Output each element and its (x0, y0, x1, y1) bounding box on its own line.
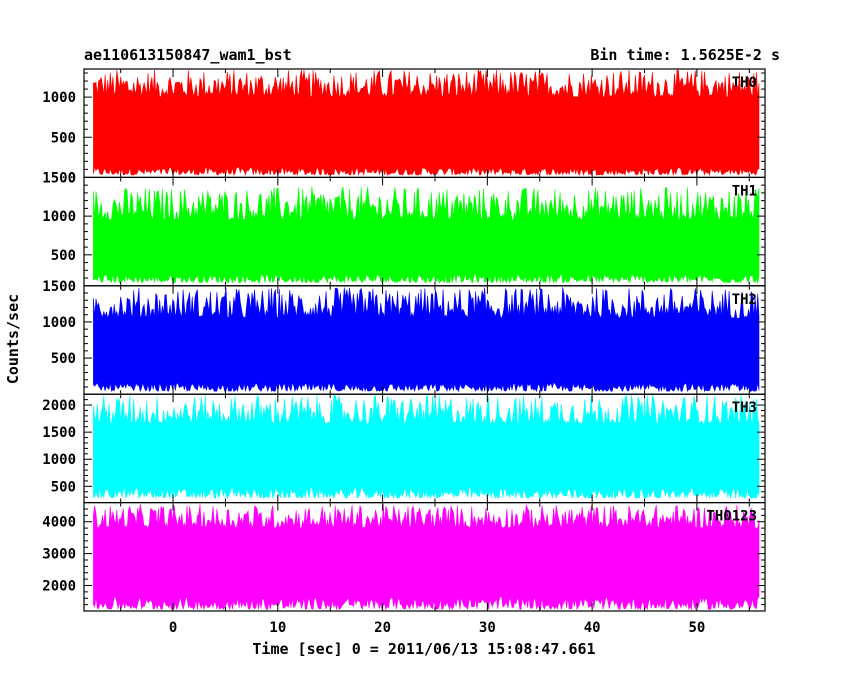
y-tick-label: 2000 (42, 578, 76, 594)
panel-th1: 500 1000 1500 TH1 (42, 170, 766, 287)
y-tick-label: 2000 (42, 398, 76, 414)
y-tick-label: 3000 (42, 547, 76, 563)
series-th0-trace (93, 68, 760, 177)
x-tick-label: 30 (479, 620, 496, 636)
y-tick-label: 4000 (42, 515, 76, 531)
x-tick-label: 0 (169, 620, 177, 636)
y-tick-label: 1000 (42, 90, 76, 106)
x-tick-label: 20 (374, 620, 391, 636)
series-label-th0123: TH0123 (706, 509, 757, 525)
series-label-th3: TH3 (732, 400, 757, 416)
panels-group: 05001000TH050010001500TH150010001500TH25… (42, 68, 766, 612)
y-tick-label: 0 (68, 170, 76, 186)
chart-title-left: ae110613150847_wam1_bst (84, 46, 292, 64)
x-axis: 0 10 20 30 40 50 (169, 620, 705, 636)
panel-th0123: 2000 3000 4000 TH0123 (42, 502, 766, 612)
y-tick-label: 500 (51, 130, 76, 146)
x-axis-label: Time [sec] 0 = 2011/06/13 15:08:47.661 (252, 640, 595, 658)
series-th3-trace (93, 394, 760, 500)
series-label-th0: TH0 (732, 75, 757, 91)
panel-th0: 0 500 1000 TH0 (42, 68, 766, 186)
y-tick-label: 1000 (42, 315, 76, 331)
chart-title-right: Bin time: 1.5625E-2 s (590, 46, 780, 64)
panel-th2: 500 1000 1500 TH2 (42, 279, 766, 395)
y-tick-label: 1000 (42, 209, 76, 225)
y-tick-label: 500 (51, 248, 76, 264)
series-th0123-trace (93, 504, 760, 611)
series-label-th2: TH2 (732, 292, 757, 308)
y-tick-label: 1000 (42, 452, 76, 468)
y-axis-label: Counts/sec (4, 294, 22, 384)
y-tick-label: 500 (51, 479, 76, 495)
panel-frame (83, 502, 766, 612)
series-label-th1: TH1 (732, 183, 757, 199)
y-tick-label: 1500 (42, 279, 76, 295)
y-tick-label: 1500 (42, 170, 76, 186)
y-tick-label: 500 (51, 351, 76, 367)
x-tick-label: 50 (688, 620, 705, 636)
x-tick-label: 10 (269, 620, 286, 636)
series-th2-trace (93, 287, 760, 393)
series-th1-trace (93, 186, 760, 284)
y-tick-label: 1500 (42, 425, 76, 441)
x-tick-label: 40 (584, 620, 601, 636)
panel-th3: 500 1000 1500 2000 TH3 (42, 393, 766, 504)
